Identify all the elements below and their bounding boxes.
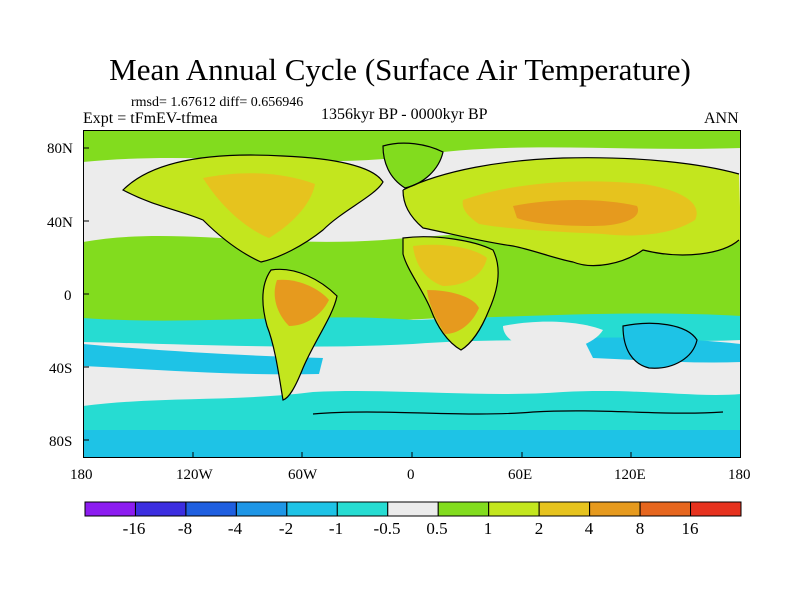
cb-label-9: 4 xyxy=(584,519,594,538)
colorbar-box-12 xyxy=(690,501,742,517)
cb-label-6: 0.5 xyxy=(426,519,448,538)
coast-antarctica xyxy=(312,410,724,415)
colorbar-boxes xyxy=(84,501,742,517)
colorbar-box-7 xyxy=(437,501,490,517)
y-tick-0: 0 xyxy=(64,288,72,304)
colorbar-box-1 xyxy=(134,501,187,517)
x-tick-0: 0 xyxy=(407,467,415,483)
central-asia-hot xyxy=(513,200,639,226)
period-label: 1356kyr BP - 0000kyr BP xyxy=(321,106,488,123)
cb-label-8: 2 xyxy=(534,519,544,538)
cb-label-10: 8 xyxy=(635,519,645,538)
greenland xyxy=(383,143,443,188)
colorbar-box-2 xyxy=(185,501,237,517)
cb-label-2: -4 xyxy=(227,519,243,538)
coast-south-america xyxy=(262,268,338,401)
season-label: ANN xyxy=(704,110,739,127)
coast-greenland xyxy=(382,142,444,189)
y-tick-80n: 80N xyxy=(47,141,73,157)
stats-label: rmsd= 1.67612 diff= 0.656946 xyxy=(131,95,304,110)
colorbar-box-0 xyxy=(84,501,136,517)
colorbar-box-11 xyxy=(639,501,692,517)
colorbar xyxy=(84,501,742,517)
band-south-cooler xyxy=(83,344,323,375)
axis-ticks xyxy=(83,147,632,458)
cb-label-1: -8 xyxy=(177,519,193,538)
y-tick-40s: 40S xyxy=(49,361,73,377)
australia xyxy=(623,323,697,369)
coast-north-america xyxy=(122,154,384,263)
amazon-hot xyxy=(274,279,329,326)
cb-label-0: -16 xyxy=(122,519,146,538)
temperature-difference-map xyxy=(83,130,741,458)
x-tick-120e: 120E xyxy=(614,467,646,483)
plot-title: Mean Annual Cycle (Surface Air Temperatu… xyxy=(109,52,691,87)
north-america-warmer xyxy=(203,173,315,238)
cb-label-11: 16 xyxy=(681,519,699,538)
colorbar-box-5 xyxy=(336,501,389,517)
band-antarctic-cool xyxy=(83,391,741,430)
cb-label-5: -0.5 xyxy=(373,519,401,538)
experiment-label: Expt = tFmEV-tfmea xyxy=(83,110,218,127)
x-tick-120w: 120W xyxy=(176,467,213,483)
indian-ocean-neutral xyxy=(503,321,603,353)
coast-eurasia xyxy=(402,157,740,267)
south-africa-hot xyxy=(427,290,479,334)
cb-label-4: -1 xyxy=(328,519,344,538)
band-antarctic-cooler xyxy=(83,430,741,458)
y-tick-80s: 80S xyxy=(49,434,73,450)
colorbar-box-9 xyxy=(538,501,591,517)
colorbar-box-3 xyxy=(235,501,288,517)
coast-australia xyxy=(622,322,698,369)
map-field xyxy=(83,130,741,458)
sahara-warmer xyxy=(413,244,487,286)
x-tick-60w: 60W xyxy=(288,467,318,483)
x-tick-180e: 180 xyxy=(728,467,751,483)
colorbar-box-10 xyxy=(589,501,641,517)
coastlines xyxy=(122,142,740,415)
x-tick-60e: 60E xyxy=(508,467,533,483)
colorbar-box-8 xyxy=(488,501,540,517)
cb-label-7: 1 xyxy=(483,519,493,538)
colorbar-box-4 xyxy=(286,501,338,517)
cb-label-3: -2 xyxy=(278,519,294,538)
colorbar-box-6 xyxy=(387,501,439,517)
x-tick-180w: 180 xyxy=(70,467,93,483)
y-tick-40n: 40N xyxy=(47,215,73,231)
coast-africa xyxy=(402,236,499,351)
